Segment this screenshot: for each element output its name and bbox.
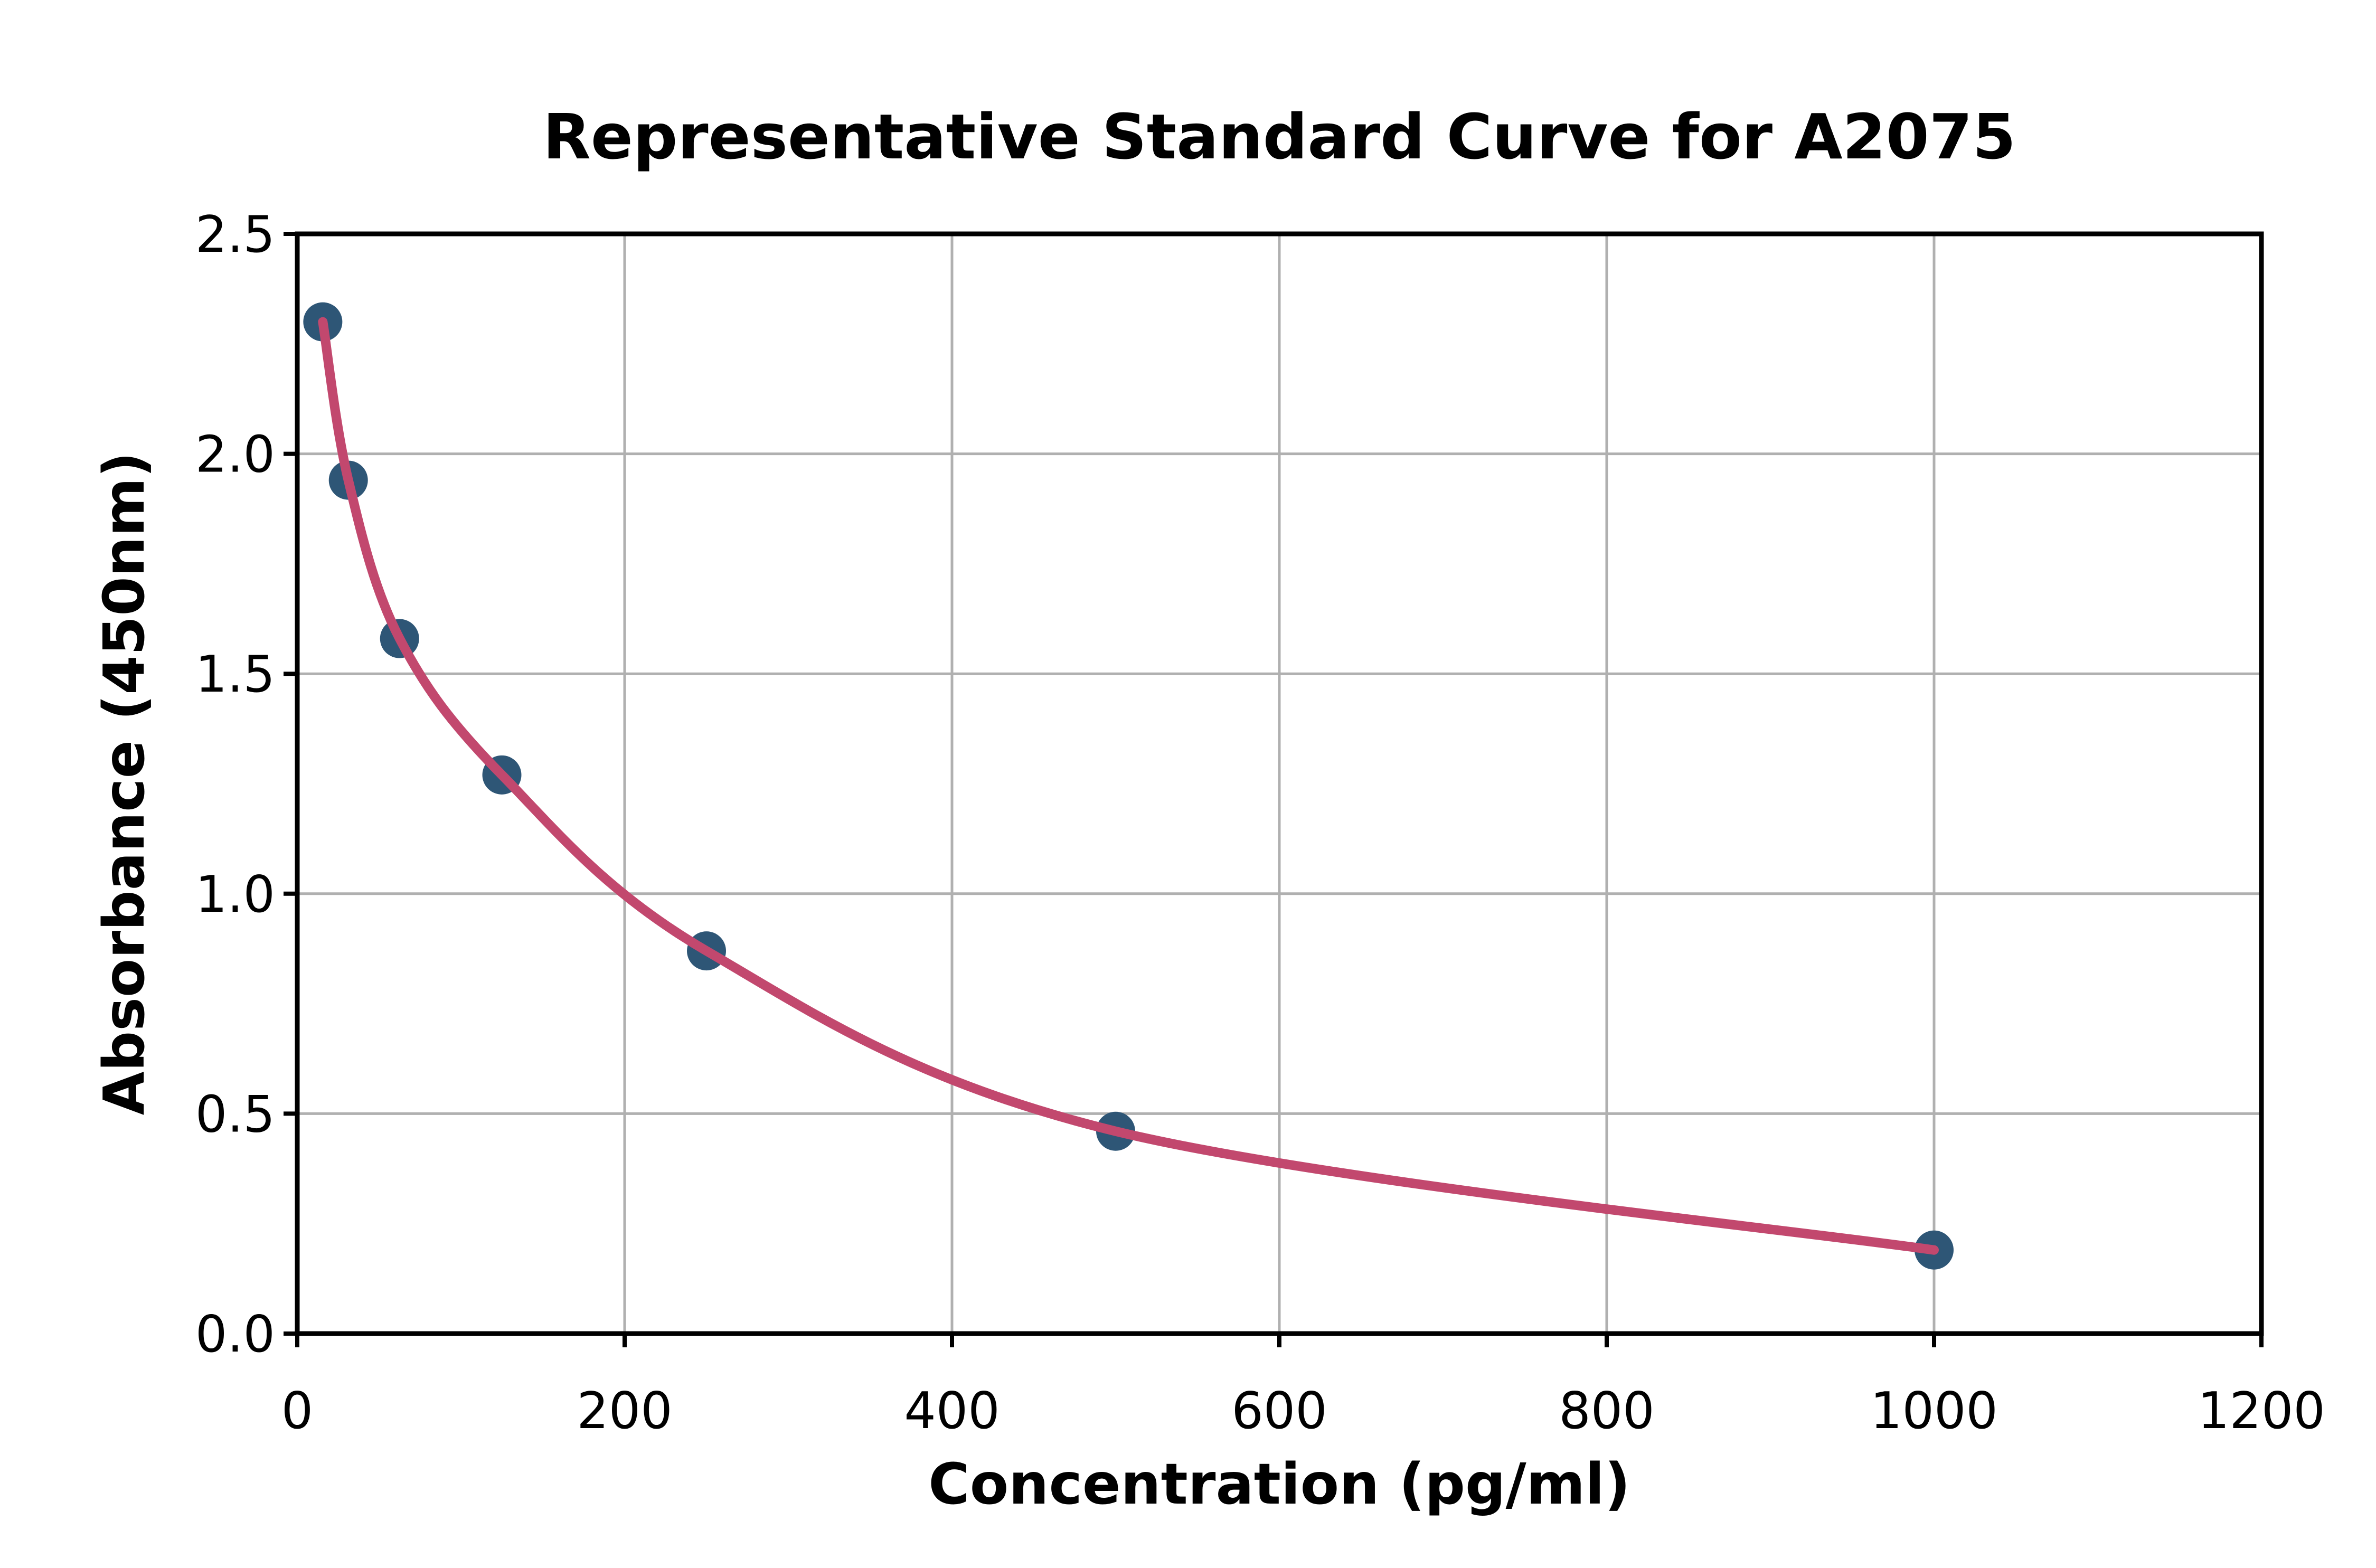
y-tick-label: 1.5 — [195, 646, 275, 704]
y-tick-labels: 0.0 0.5 1.0 1.5 2.0 2.5 — [195, 206, 275, 1364]
x-tick-label: 1200 — [2198, 1382, 2325, 1440]
y-tick-label: 0.0 — [195, 1306, 275, 1364]
x-tick-label: 1000 — [1870, 1382, 1998, 1440]
x-tick-label: 800 — [1559, 1382, 1654, 1440]
fit-curve — [318, 317, 1939, 1255]
x-tick-label: 200 — [577, 1382, 672, 1440]
x-axis-label: Concentration (pg/ml) — [928, 1452, 1630, 1517]
y-tick-label: 2.5 — [195, 206, 275, 264]
y-tick-label: 2.0 — [195, 426, 275, 484]
x-tick-label: 400 — [904, 1382, 1000, 1440]
chart-title: Representative Standard Curve for A2075 — [543, 100, 2016, 173]
x-tick-label: 0 — [281, 1382, 313, 1440]
y-tick-label: 1.0 — [195, 866, 275, 924]
y-axis-label: Absorbance (450nm) — [92, 452, 157, 1115]
plot-border — [295, 231, 2264, 1336]
x-tick-label: 600 — [1231, 1382, 1327, 1440]
y-tick-label: 0.5 — [195, 1085, 275, 1144]
x-tick-labels: 0 200 400 600 800 1000 1200 — [281, 1382, 2325, 1440]
data-points — [303, 302, 1954, 1270]
x-gridlines — [296, 234, 2263, 1334]
